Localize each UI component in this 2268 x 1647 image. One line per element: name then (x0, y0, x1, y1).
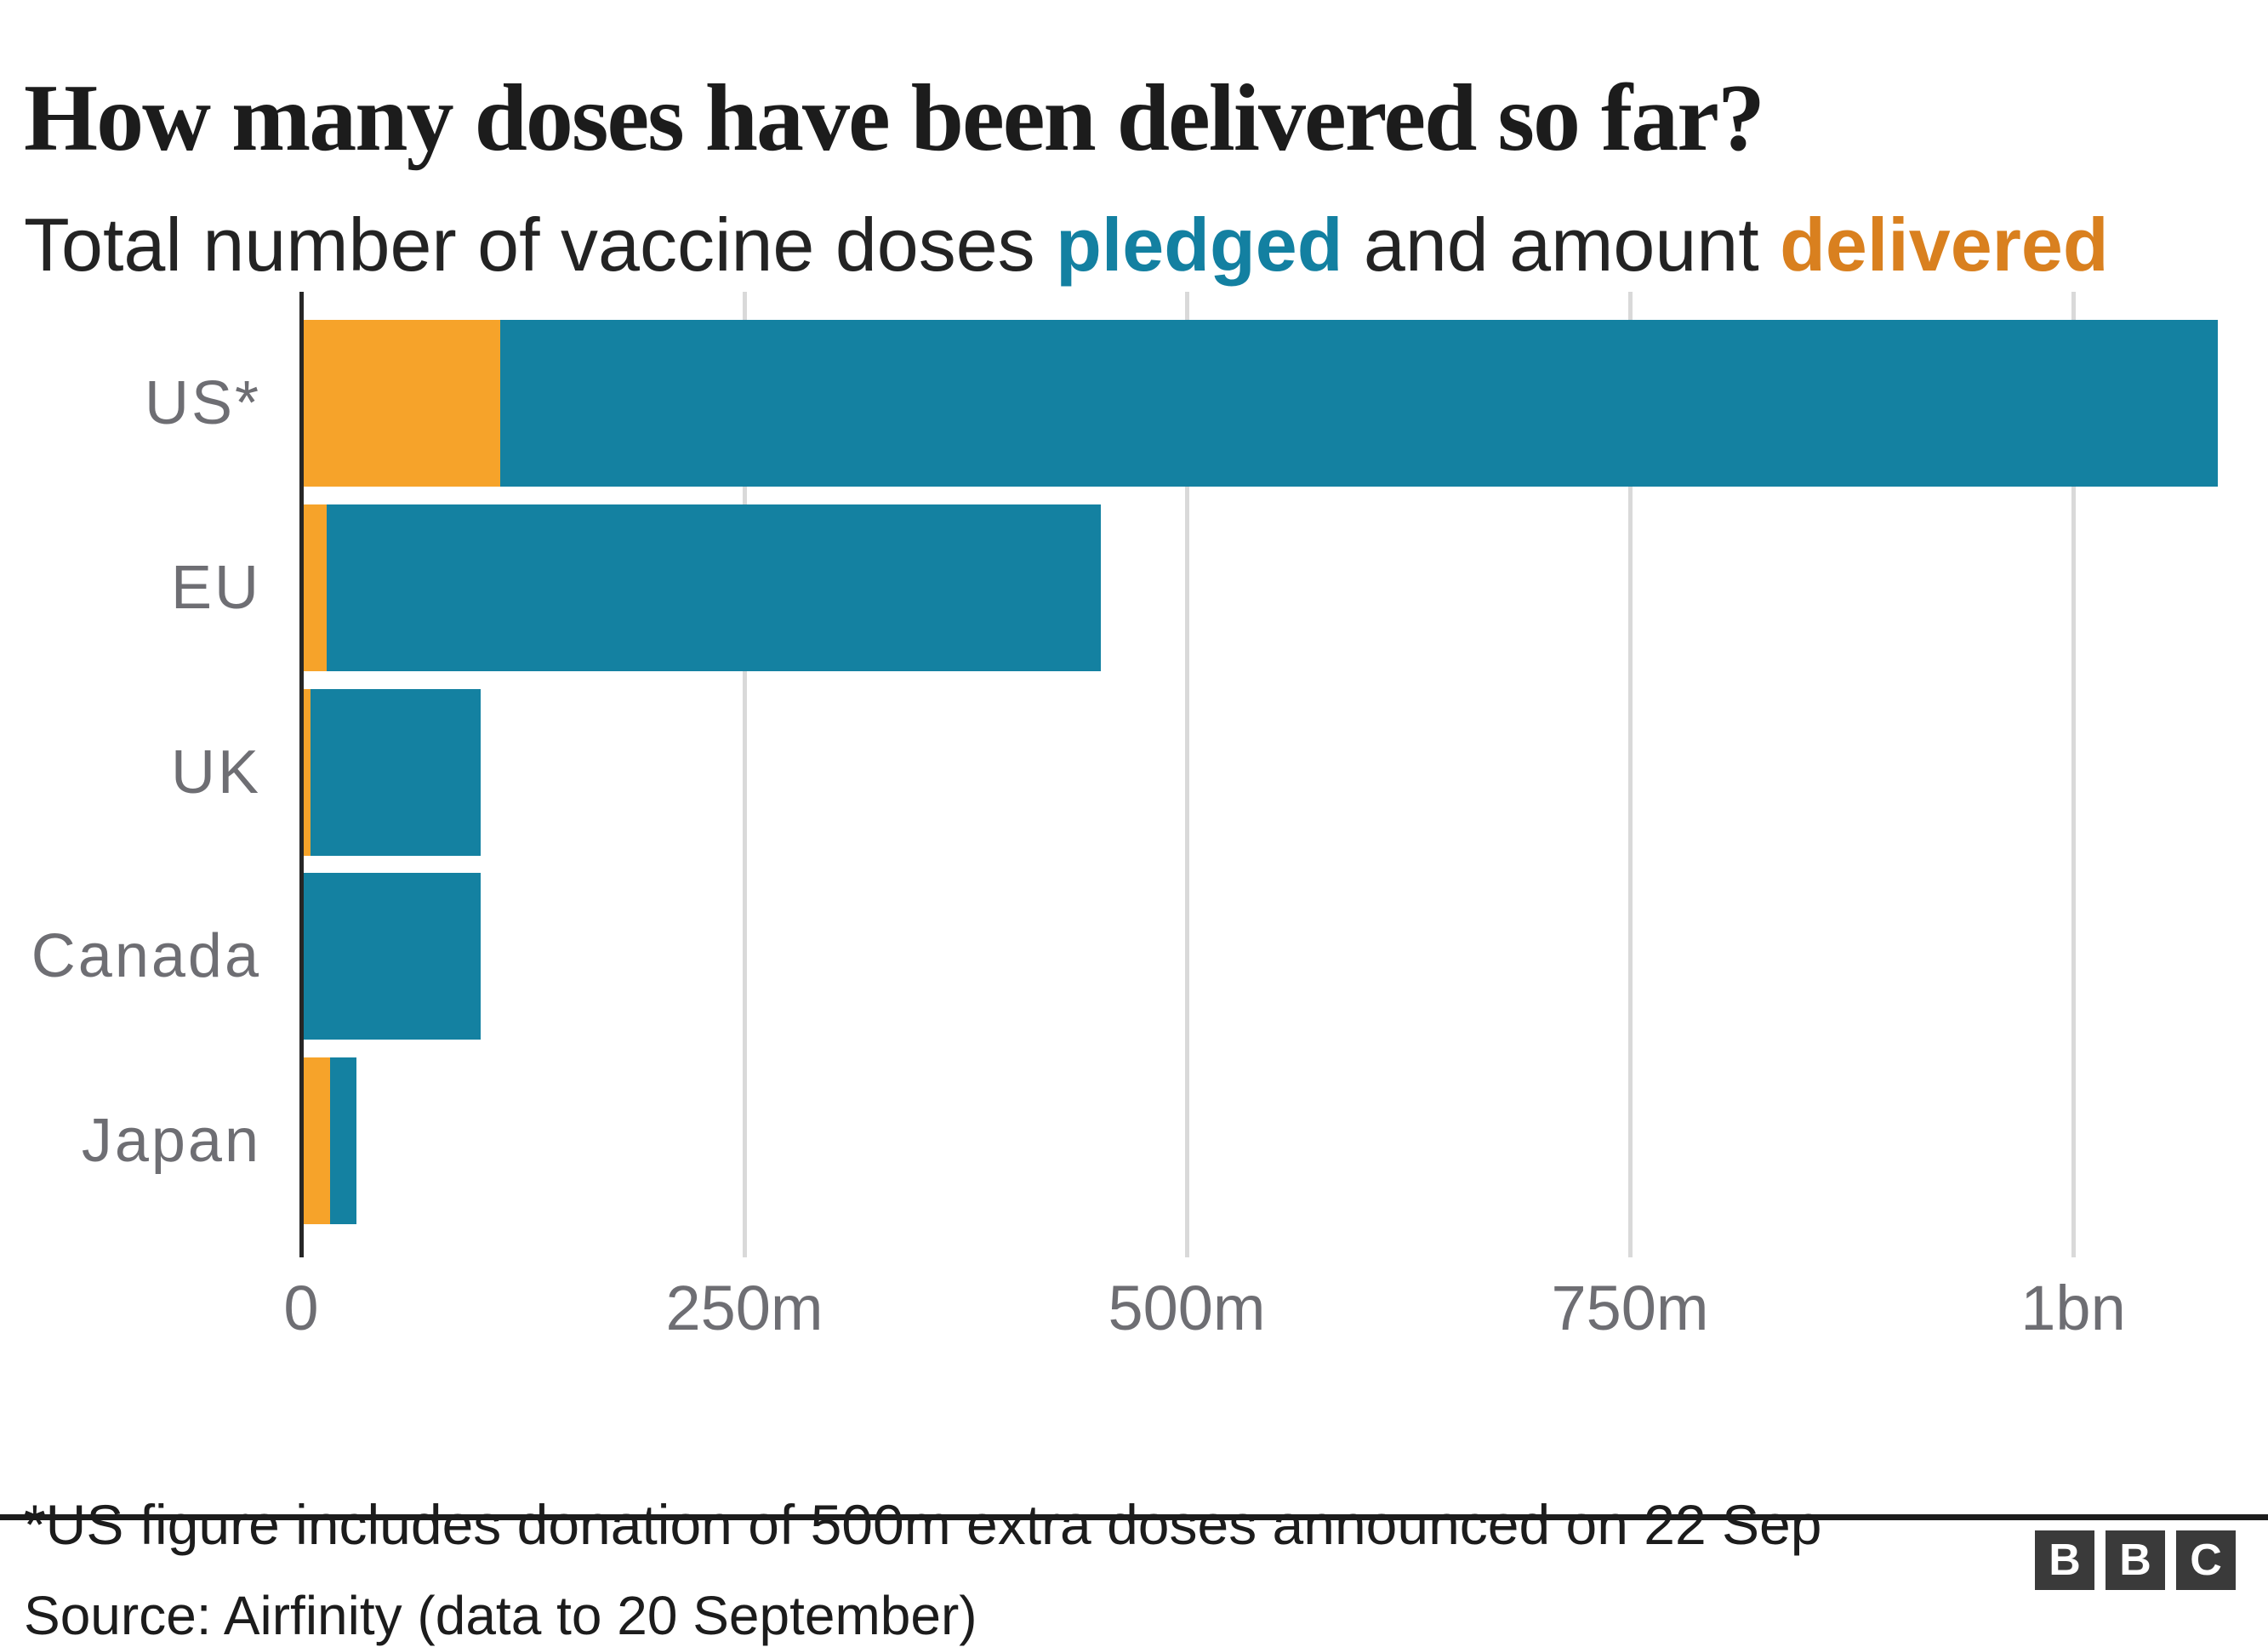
source-divider (0, 1514, 2268, 1520)
footnote: *US figure includes donation of 500m ext… (24, 1493, 1822, 1556)
plot-area: US* EU UK Canada Japan 0 250m 500m 750m 1bn (31, 292, 2218, 1343)
x-tick-label-750m: 750m (1551, 1273, 1709, 1343)
gridline (1185, 292, 1189, 1257)
chart-subtitle: Total number of vaccine doses pledged an… (24, 202, 2261, 287)
x-tick-label-250m: 250m (665, 1273, 823, 1343)
category-label-japan: Japan (81, 1107, 261, 1175)
x-axis-zero-line (299, 292, 304, 1257)
category-label-canada: Canada (31, 922, 261, 990)
pledged-legend-word: pledged (1056, 202, 1343, 287)
bbc-logo-block: B (2035, 1530, 2094, 1590)
bbc-logo-letter: B (2049, 1536, 2081, 1585)
delivered-legend-word: delivered (1780, 202, 2109, 287)
chart-title: How many doses have been delivered so fa… (24, 66, 1765, 172)
pledged-bar-uk (304, 689, 481, 856)
pledged-bar-canada (304, 873, 481, 1040)
category-label-us: US* (144, 369, 261, 437)
x-tick-label-0: 0 (283, 1273, 319, 1343)
category-label-eu: EU (170, 554, 261, 622)
delivered-bar-uk (304, 689, 311, 856)
subtitle-prefix: Total number of vaccine doses (24, 202, 1057, 287)
gridline (743, 292, 747, 1257)
delivered-bar-japan (304, 1057, 330, 1224)
pledged-bar-us (304, 320, 2218, 487)
bbc-logo-letter: B (2119, 1536, 2151, 1585)
source-text: Source: Airfinity (data to 20 September) (24, 1585, 977, 1646)
bbc-vaccine-doses-chart: How many doses have been delivered so fa… (0, 66, 2268, 1646)
bbc-logo-block: B (2106, 1530, 2165, 1590)
category-label-uk: UK (170, 738, 261, 806)
gridline (2071, 292, 2076, 1257)
delivered-bar-eu (304, 504, 327, 671)
subtitle-middle: and amount (1342, 202, 1781, 287)
bbc-logo-letter: C (2190, 1536, 2222, 1585)
x-tick-label-1bn: 1bn (2020, 1273, 2126, 1343)
pledged-bar-eu (304, 504, 1101, 671)
delivered-bar-us (304, 320, 500, 487)
x-tick-label-500m: 500m (1108, 1273, 1266, 1343)
gridline (1628, 292, 1633, 1257)
bbc-logo-block: C (2176, 1530, 2236, 1590)
